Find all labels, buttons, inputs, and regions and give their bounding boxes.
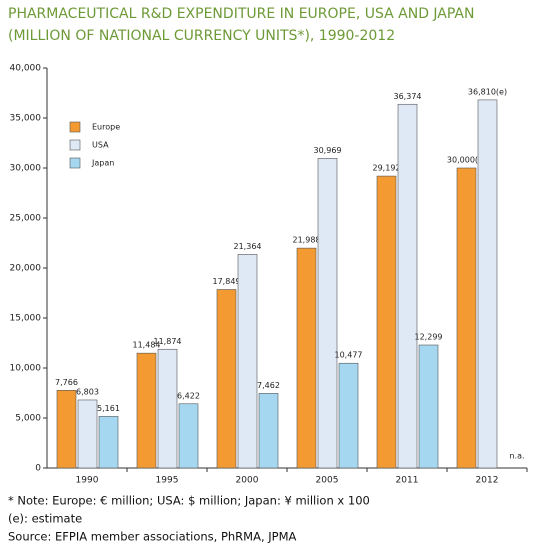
bar (456, 167, 477, 469)
x-tick-label: 2012 (476, 476, 499, 486)
bar (338, 362, 359, 469)
value-label: 7,766 (55, 378, 78, 387)
bar (317, 158, 338, 469)
value-label: 29,192 (373, 164, 401, 173)
y-tick-label: 5,000 (15, 414, 41, 424)
bar (157, 348, 178, 469)
chart-title: PHARMACEUTICAL R&D EXPENDITURE IN EUROPE… (8, 6, 474, 22)
y-tick-label: 35,000 (10, 114, 42, 124)
x-tick-label: 1990 (76, 476, 99, 486)
bar (296, 247, 317, 469)
x-tick-label: 2000 (236, 476, 259, 486)
note: * Note: Europe: € million; USA: $ millio… (8, 494, 370, 508)
value-label: 10,477 (335, 351, 363, 360)
value-label: 5,161 (97, 404, 120, 413)
y-tick-label: 15,000 (10, 314, 42, 324)
value-label: 36,810(e) (468, 87, 507, 96)
bar (376, 175, 397, 469)
bar (56, 390, 77, 469)
value-label: 11,874 (154, 337, 182, 346)
bar (418, 344, 439, 469)
bar (477, 99, 498, 469)
value-label: 11,484 (133, 341, 161, 350)
chart-subtitle: (MILLION OF NATIONAL CURRENCY UNITS*), 1… (8, 28, 395, 44)
bar (77, 399, 98, 469)
x-tick-label: 2011 (396, 476, 419, 486)
legend-label: USA (92, 141, 109, 150)
bar (136, 352, 157, 469)
legend-swatch (69, 139, 81, 151)
value-label: 6,422 (177, 391, 200, 400)
legend-swatch (69, 157, 81, 169)
y-tick-label: 10,000 (10, 364, 42, 374)
value-label: 6,803 (76, 387, 99, 396)
value-label: 12,299 (415, 333, 443, 342)
bar (397, 103, 418, 469)
note: (e): estimate (8, 512, 82, 526)
bar (98, 416, 119, 469)
x-tick-label: 2005 (316, 476, 339, 486)
y-tick-label: 0 (35, 464, 41, 474)
bar (216, 289, 237, 469)
annotation: n.a. (509, 452, 524, 461)
bar (237, 254, 258, 469)
y-tick-label: 25,000 (10, 214, 42, 224)
x-tick-label: 1995 (156, 476, 179, 486)
note: Source: EFPIA member associations, PhRMA… (8, 530, 297, 544)
y-tick-label: 30,000 (10, 164, 42, 174)
legend-label: Europe (92, 123, 120, 132)
legend-label: Japan (91, 159, 114, 168)
value-label: 30,000(e) (447, 156, 486, 165)
value-label: 17,849 (213, 277, 241, 286)
bar (258, 393, 279, 469)
y-tick-label: 40,000 (10, 64, 42, 74)
legend-swatch (69, 121, 81, 133)
value-label: 21,988 (293, 236, 321, 245)
bar (178, 403, 199, 469)
value-label: 30,969 (314, 146, 342, 155)
y-tick-label: 20,000 (10, 264, 42, 274)
value-label: 7,462 (257, 381, 280, 390)
value-label: 36,374 (394, 92, 422, 101)
value-label: 21,364 (234, 242, 262, 251)
